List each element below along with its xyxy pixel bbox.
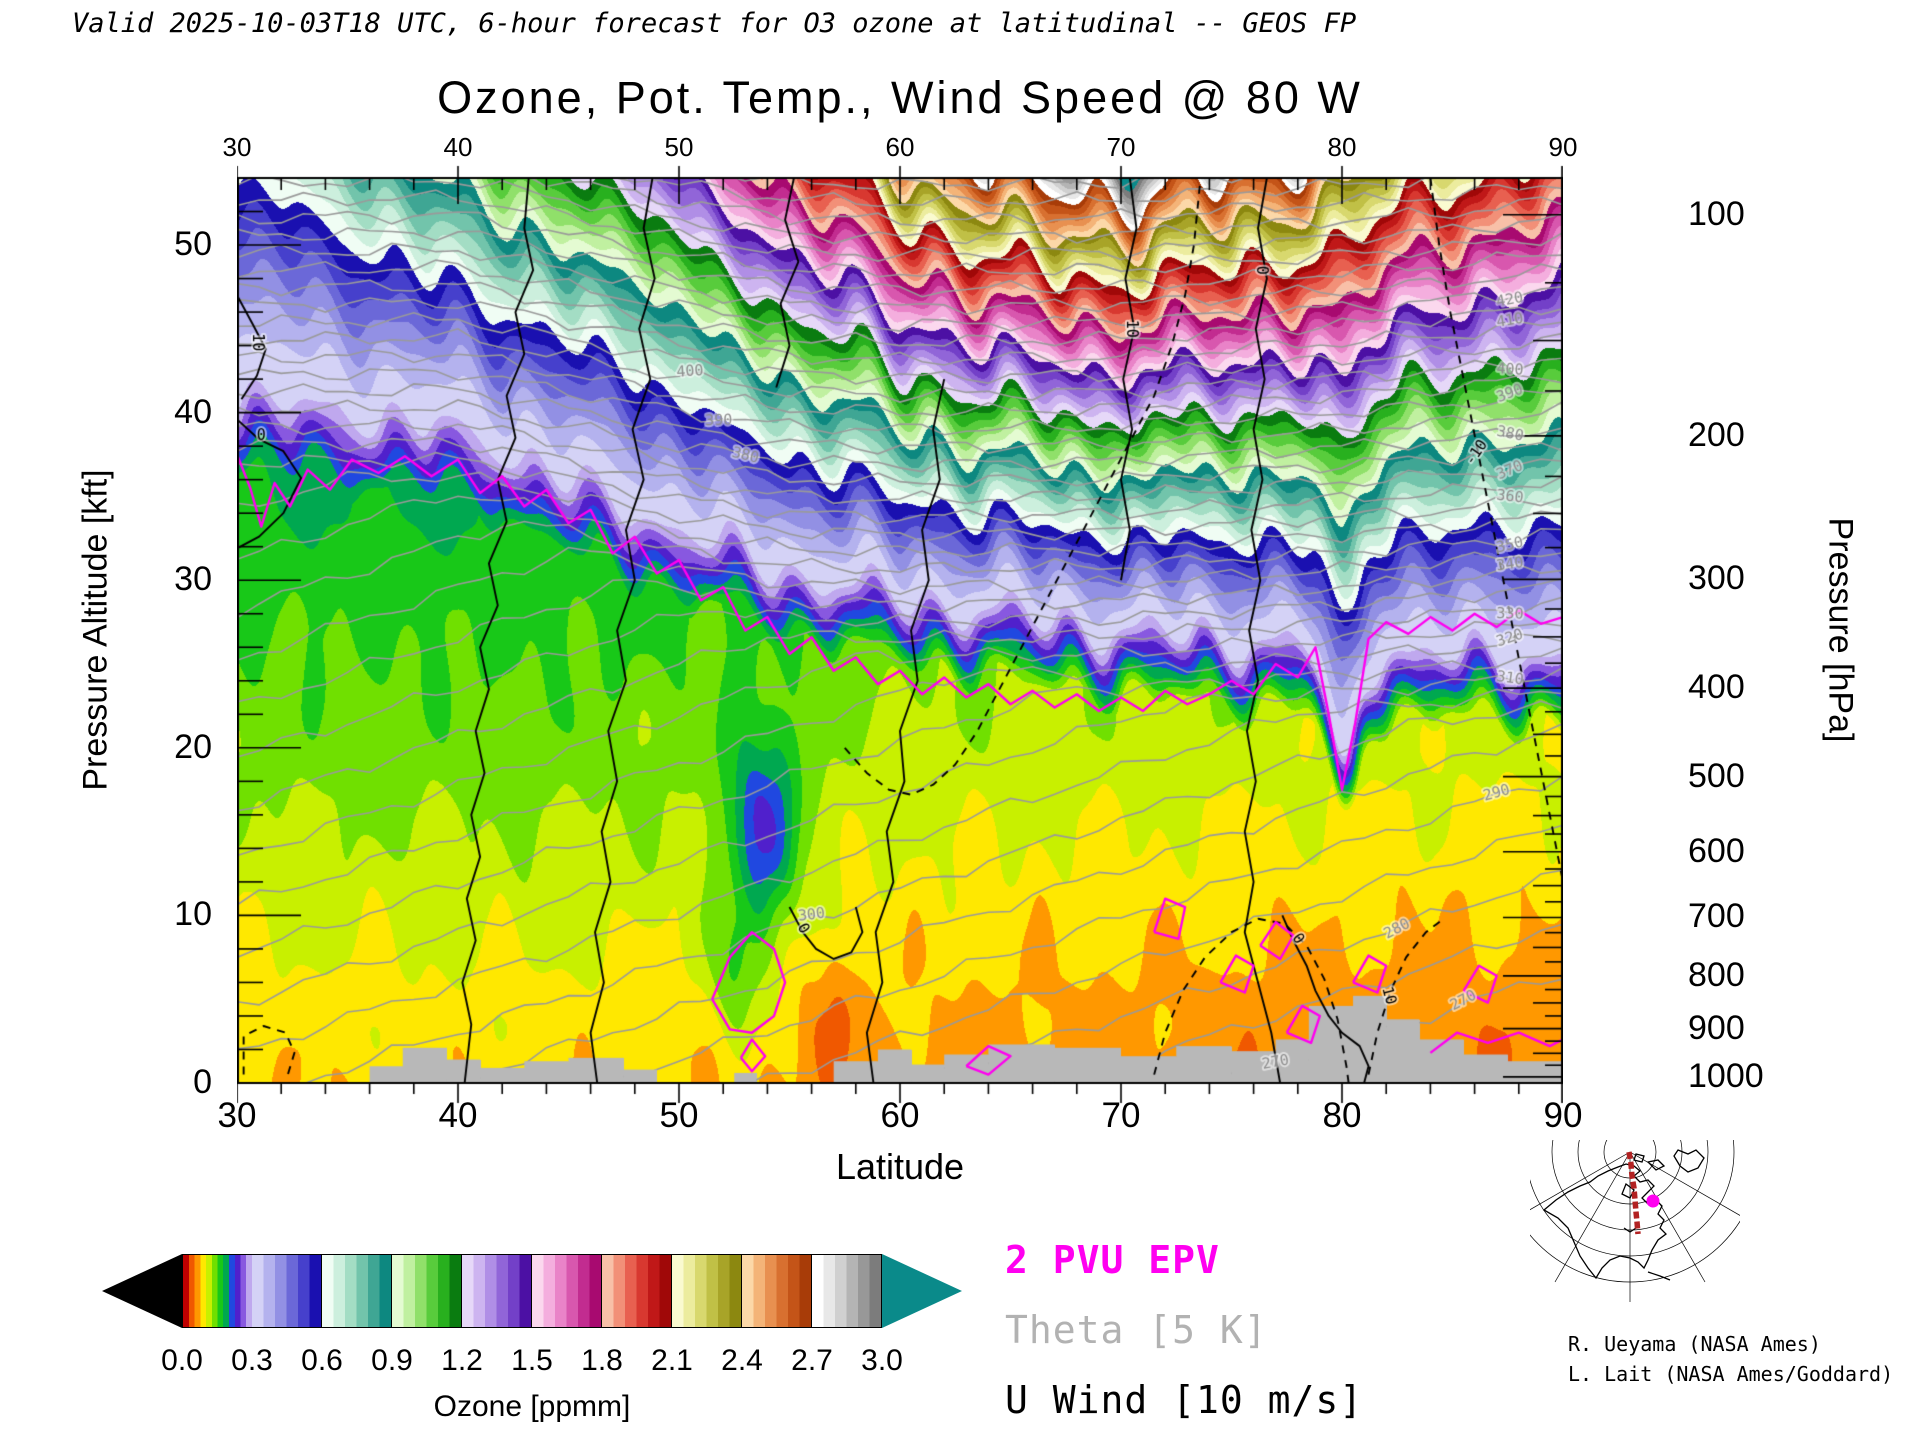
y-tick-label-kft: 50 xyxy=(174,225,212,264)
cross-section-plot xyxy=(237,160,1563,1112)
y-axis-left-title: Pressure Altitude [kft] xyxy=(76,469,115,791)
colorbar-tick-label: 1.2 xyxy=(441,1344,483,1377)
x-tick-label-bottom: 50 xyxy=(659,1096,699,1135)
valid-time-header: Valid 2025-10-03T18 UTC, 6-hour forecast… xyxy=(72,8,1357,39)
y-tick-label-hpa: 500 xyxy=(1688,756,1745,795)
y-tick-label-kft: 10 xyxy=(174,895,212,934)
x-tick-label-top: 90 xyxy=(1548,132,1578,162)
colorbar-segment xyxy=(742,1254,812,1328)
map-location-dot xyxy=(1646,1194,1660,1208)
colorbar-tick-label: 0.9 xyxy=(371,1344,413,1377)
colorbar-under-arrow xyxy=(102,1254,182,1328)
colorbar-segment xyxy=(392,1254,462,1328)
colorbar-segment xyxy=(672,1254,742,1328)
colorbar-segment xyxy=(252,1254,322,1328)
legend-pv-label: 2 PVU EPV xyxy=(1005,1238,1220,1282)
y-tick-label-kft: 40 xyxy=(174,392,212,431)
map-cross-section-line xyxy=(1626,1151,1641,1235)
y-axis-right-title: Pressure [hPa] xyxy=(1821,517,1860,743)
credit-line-2: L. Lait (NASA Ames/Goddard) xyxy=(1568,1362,1894,1386)
colorbar-tick-label: 2.4 xyxy=(721,1344,763,1377)
colorbar-over-arrow xyxy=(882,1254,962,1328)
colorbar-segment xyxy=(322,1254,392,1328)
x-tick-label-bottom: 30 xyxy=(217,1096,257,1135)
map-coastlines xyxy=(1542,1149,1705,1281)
y-tick-label-hpa: 400 xyxy=(1688,668,1745,707)
x-tick-label-bottom: 40 xyxy=(438,1096,478,1135)
y-tick-label-hpa: 700 xyxy=(1688,897,1745,936)
colorbar-tick-label: 1.8 xyxy=(581,1344,623,1377)
plot-title: Ozone, Pot. Temp., Wind Speed @ 80 W xyxy=(437,72,1363,123)
colorbar-tick-label: 2.7 xyxy=(791,1344,833,1377)
colorbar-tick-label: 0.3 xyxy=(231,1344,273,1377)
inset-map xyxy=(1530,1140,1740,1302)
colorbar-segment xyxy=(182,1254,253,1328)
y-tick-label-hpa: 200 xyxy=(1688,415,1745,454)
x-tick-label-bottom: 90 xyxy=(1543,1096,1583,1135)
y-tick-label-kft: 0 xyxy=(193,1063,212,1101)
colorbar-segment xyxy=(602,1254,672,1328)
colorbar-tick-label: 3.0 xyxy=(861,1344,903,1377)
x-tick-label-top: 40 xyxy=(443,132,473,162)
colorbar-tick-label: 0.0 xyxy=(161,1344,203,1377)
colorbar-segment xyxy=(812,1254,882,1328)
colorbar-tick-label: 1.5 xyxy=(511,1344,553,1377)
x-tick-label-bottom: 80 xyxy=(1322,1096,1362,1135)
x-tick-label-top: 60 xyxy=(885,132,915,162)
y-tick-label-kft: 30 xyxy=(174,560,212,599)
y-tick-label-hpa: 800 xyxy=(1688,955,1745,994)
y-tick-label-hpa: 900 xyxy=(1688,1008,1745,1047)
colorbar-title: Ozone [ppmm] xyxy=(433,1390,631,1423)
legend-wind-label: U Wind [10 m/s] xyxy=(1005,1378,1364,1422)
x-tick-label-top: 70 xyxy=(1106,132,1136,162)
map-graticule xyxy=(1530,1140,1740,1302)
x-tick-label-bottom: 70 xyxy=(1101,1096,1141,1135)
colorbar-tick-label: 2.1 xyxy=(651,1344,693,1377)
x-tick-label-bottom: 60 xyxy=(880,1096,920,1135)
y-tick-label-hpa: 100 xyxy=(1688,194,1745,233)
y-tick-label-hpa: 300 xyxy=(1688,559,1745,598)
x-tick-label-top: 80 xyxy=(1327,132,1357,162)
legend-theta-label: Theta [5 K] xyxy=(1005,1308,1268,1352)
y-tick-label-hpa: 1000 xyxy=(1688,1056,1764,1095)
x-axis-title: Latitude xyxy=(835,1146,965,1187)
colorbar-tick-label: 0.6 xyxy=(301,1344,343,1377)
x-tick-label-top: 50 xyxy=(664,132,694,162)
colorbar-segment xyxy=(532,1254,602,1328)
credit-line-1: R. Ueyama (NASA Ames) xyxy=(1568,1332,1821,1356)
colorbar-segment xyxy=(462,1254,532,1328)
y-tick-label-kft: 20 xyxy=(174,727,212,766)
y-tick-label-hpa: 600 xyxy=(1688,831,1745,870)
x-tick-label-top: 30 xyxy=(222,132,252,162)
